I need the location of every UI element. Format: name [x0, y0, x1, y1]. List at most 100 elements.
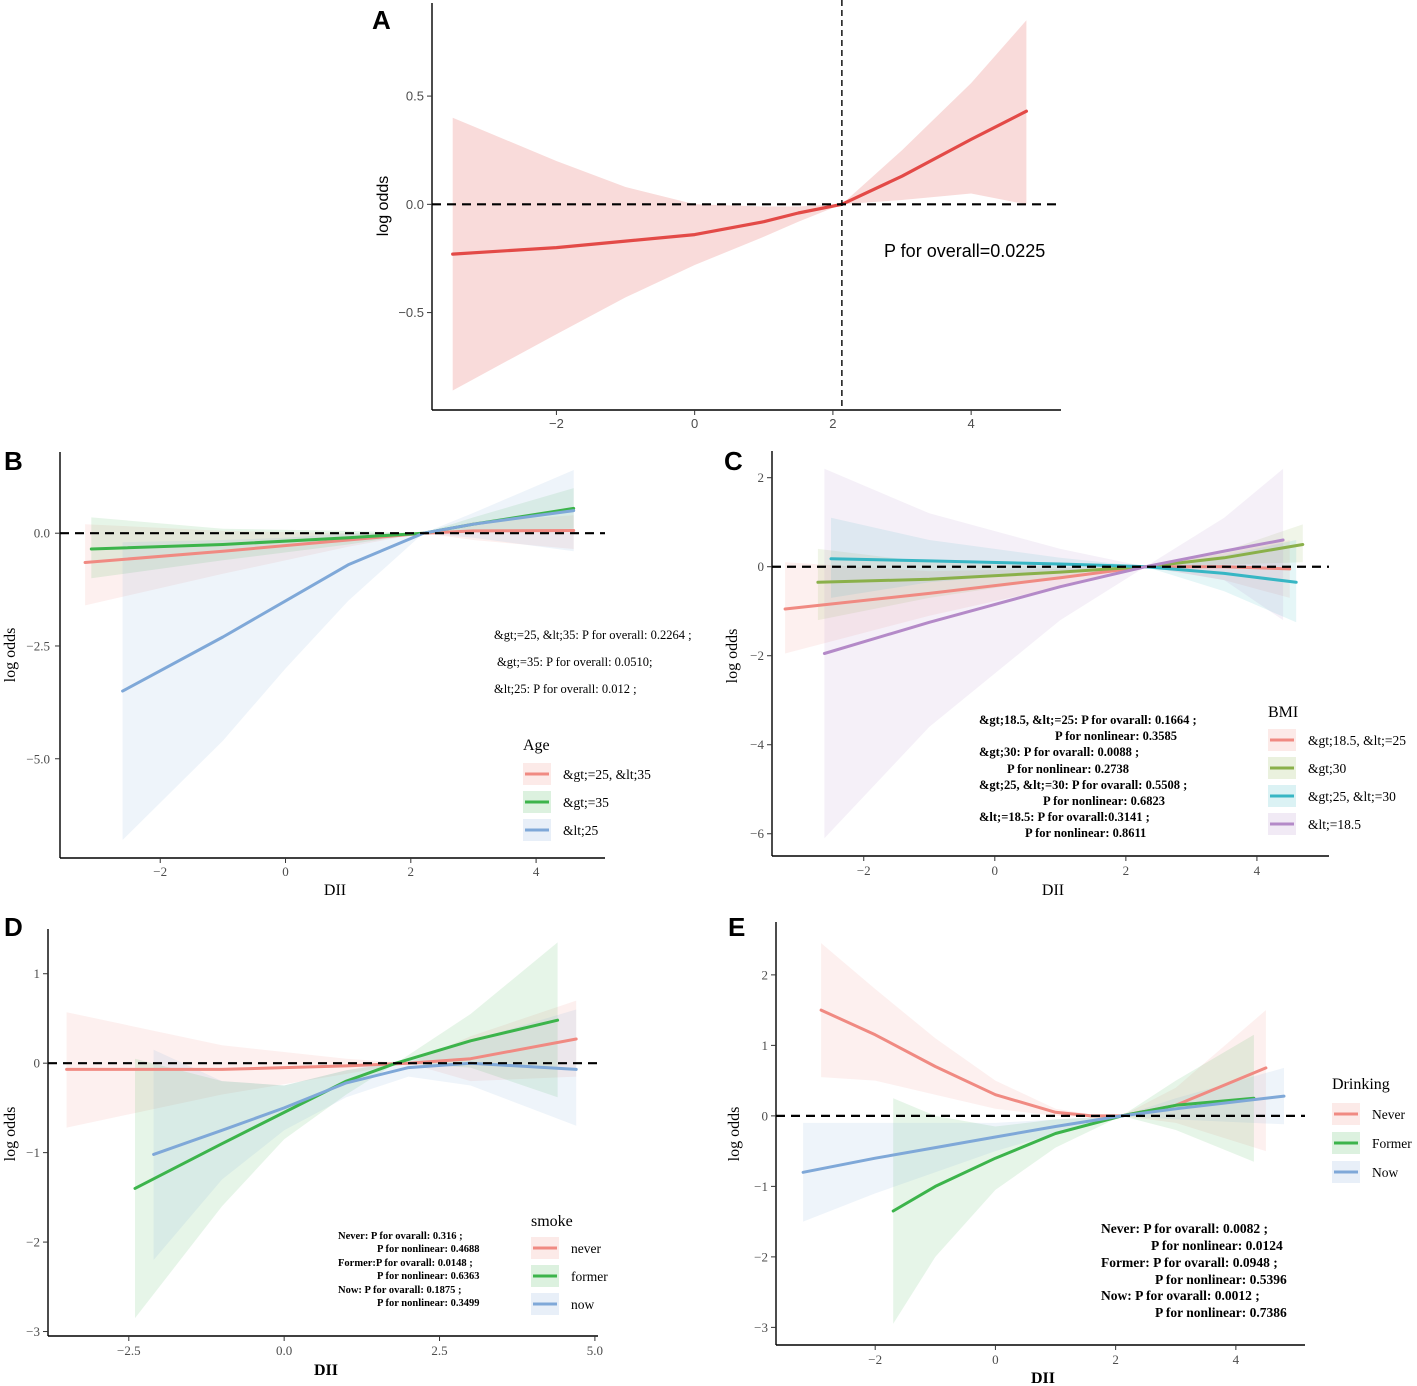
- panel-label-b: B: [4, 446, 23, 476]
- y-tick-label-b: −5.0: [26, 751, 50, 766]
- annotation-e-4: P for nonlinear: 0.5396: [1155, 1272, 1287, 1287]
- panel-d-annotations: Never: P for ovarall: 0.316 ; P for nonl…: [338, 1231, 479, 1309]
- x-tick-label-e: −2: [868, 1352, 882, 1367]
- annotation-d-4: P for nonlinear: 0.6363: [377, 1271, 479, 1282]
- panel-label-d: D: [4, 912, 23, 942]
- annotation-c-1: &gt;18.5, &lt;=25: P for ovarall: 0.1664…: [979, 713, 1197, 727]
- panel-e-lines: [801, 1008, 1286, 1213]
- legend-title-d: smoke: [531, 1213, 573, 1230]
- panel-label-e: E: [728, 912, 745, 942]
- x-tick-label-d: −2.5: [117, 1343, 141, 1358]
- legend-label-d-1: former: [571, 1269, 608, 1284]
- annotation-d-5: Now: P for ovarall: 0.1875 ;: [338, 1285, 461, 1296]
- x-axis-label-c: DII: [1042, 882, 1064, 899]
- legend-title-e: Drinking: [1332, 1076, 1390, 1093]
- p-overall-annotation-a: P for overall=0.0225: [884, 241, 1045, 261]
- panel-c-ticks: −2 0 2 4 −6 −4 −2 0 2: [750, 470, 1261, 878]
- y-tick-label-c: 0: [758, 559, 765, 574]
- panel-label-c: C: [724, 446, 743, 476]
- panel-label-a: A: [372, 5, 391, 35]
- x-axis-label-e: DII: [1031, 1370, 1055, 1386]
- annotation-d-6: P for nonlinear: 0.3499: [377, 1298, 479, 1309]
- x-tick-label-b: 4: [533, 864, 540, 879]
- panel-b: B −2 0 2 4 −5.0 −2.5 0.0 DII log odds &gt;=25,…: [2, 446, 692, 899]
- panel-a-lines: [451, 109, 1029, 256]
- y-axis-label-a: log odds: [375, 176, 392, 237]
- x-tick-label-e: 2: [1112, 1352, 1119, 1367]
- y-tick-label-b: −2.5: [26, 638, 50, 653]
- y-tick-label-e: −1: [754, 1179, 768, 1194]
- y-tick-label-e: −2: [754, 1249, 768, 1264]
- x-tick-label-a: −2: [549, 416, 564, 431]
- legend-label-c-2: &gt;25, &lt;=30: [1308, 789, 1396, 804]
- series-line-c-1: [816, 543, 1305, 584]
- panel-c: C −2 0 2 4 −6 −4 −2 0 2 DII log odds &gt;18.5, &…: [724, 446, 1406, 899]
- panel-b-ticks: −2 0 2 4 −5.0 −2.5 0.0: [26, 526, 539, 879]
- y-axis-label-e: log odds: [726, 1107, 743, 1162]
- x-tick-label-c: 0: [992, 863, 999, 878]
- legend-d: smoke never former now: [531, 1213, 608, 1315]
- annotation-e-6: P for nonlinear: 0.7386: [1155, 1305, 1287, 1320]
- panel-d-ticks: −2.5 0.0 2.5 5.0 −3 −2 −1 0 1: [26, 966, 603, 1358]
- y-tick-label-b: 0.0: [34, 526, 50, 541]
- y-tick-label-e: −3: [754, 1320, 768, 1335]
- panel-d-bands: [66, 942, 577, 1319]
- annotation-c-3: &gt;30: P for ovarall: 0.0088 ;: [979, 745, 1139, 759]
- annotation-e-2: P for nonlinear: 0.0124: [1151, 1238, 1283, 1253]
- annotation-e-1: Never: P for ovarall: 0.0082 ;: [1101, 1221, 1268, 1236]
- legend-b: Age &gt;=25, &lt;35&gt;=35&lt;25: [523, 737, 651, 841]
- y-tick-label-d: −3: [26, 1324, 40, 1339]
- series-line-b-2: [121, 509, 576, 693]
- x-tick-label-d: 2.5: [431, 1343, 447, 1358]
- x-tick-label-c: 2: [1123, 863, 1130, 878]
- y-axis-label-c: log odds: [724, 629, 741, 684]
- panel-a-axes: [431, 3, 1061, 411]
- annotation-c-6: P for nonlinear: 0.6823: [1043, 794, 1165, 808]
- legend-c: BMI &gt;18.5, &lt;=25&gt;30&gt;25, &lt;=…: [1268, 704, 1406, 835]
- panel-d-axes: [47, 929, 598, 1337]
- panel-a-reference-lines: [432, 0, 1061, 410]
- ci-band-d-2: [153, 1009, 577, 1260]
- series-line-e-1: [891, 1096, 1256, 1213]
- panel-e: E −2 0 2 4 −3 −2 −1 0 1 2 DII log odds Never: P f…: [726, 912, 1412, 1386]
- y-tick-label-a: 0.5: [406, 89, 424, 104]
- panel-c-annotations: &gt;18.5, &lt;=25: P for ovarall: 0.1664…: [979, 713, 1197, 840]
- annotation-b-age-35: &gt;=35: P for overall: 0.0510;: [497, 655, 653, 669]
- x-axis-label-d: DII: [314, 1362, 338, 1379]
- y-axis-label-d: log odds: [2, 1107, 19, 1162]
- x-tick-label-d: 0.0: [276, 1343, 292, 1358]
- panel-e-ticks: −2 0 2 4 −3 −2 −1 0 1 2: [754, 967, 1239, 1367]
- series-line-c-2: [829, 557, 1298, 584]
- ci-band-b-0: [85, 515, 574, 606]
- x-tick-label-d: 5.0: [587, 1343, 603, 1358]
- x-tick-label-c: 4: [1254, 863, 1261, 878]
- x-tick-label-a: 0: [691, 416, 698, 431]
- series-line-e-2: [801, 1094, 1286, 1174]
- annotation-c-5: &gt;25, &lt;=30: P for ovarall: 0.5508 ;: [979, 778, 1187, 792]
- annotation-b-age-25-35: &gt;=25, &lt;35: P for overall: 0.2264 ;: [494, 628, 692, 642]
- y-tick-label-a: −0.5: [398, 305, 424, 320]
- x-tick-label-b: −2: [153, 864, 167, 879]
- legend-label-d-2: now: [571, 1297, 595, 1312]
- series-line-c-0: [783, 565, 1292, 611]
- y-tick-label-e: 1: [762, 1038, 769, 1053]
- legend-label-c-0: &gt;18.5, &lt;=25: [1308, 733, 1406, 748]
- y-tick-label-d: 0: [34, 1056, 41, 1071]
- x-tick-label-a: 2: [829, 416, 836, 431]
- legend-label-c-3: &lt;=18.5: [1308, 817, 1361, 832]
- panel-b-lines: [83, 506, 576, 693]
- series-line-d-0: [65, 1037, 578, 1071]
- panel-e-axes: [775, 922, 1305, 1346]
- annotation-d-3: Former:P for ovarall: 0.0148 ;: [338, 1258, 473, 1269]
- y-tick-label-e: 0: [762, 1108, 769, 1123]
- panel-b-annotations: &gt;=25, &lt;35: P for overall: 0.2264 ;…: [494, 628, 692, 696]
- panel-c-axes: [771, 451, 1329, 857]
- y-tick-label-d: 1: [34, 966, 41, 981]
- annotation-e-5: Now: P for ovarall: 0.0012 ;: [1101, 1288, 1260, 1303]
- y-tick-label-c: −6: [750, 826, 764, 841]
- legend-label-d-0: never: [571, 1241, 601, 1256]
- annotation-c-2: P for nonlinear: 0.3585: [1055, 729, 1177, 743]
- panel-d: D −2.5 0.0 2.5 5.0 −3 −2 −1 0 1 DII log odds Nev…: [2, 912, 608, 1379]
- legend-label-b-0: &gt;=25, &lt;35: [563, 767, 651, 782]
